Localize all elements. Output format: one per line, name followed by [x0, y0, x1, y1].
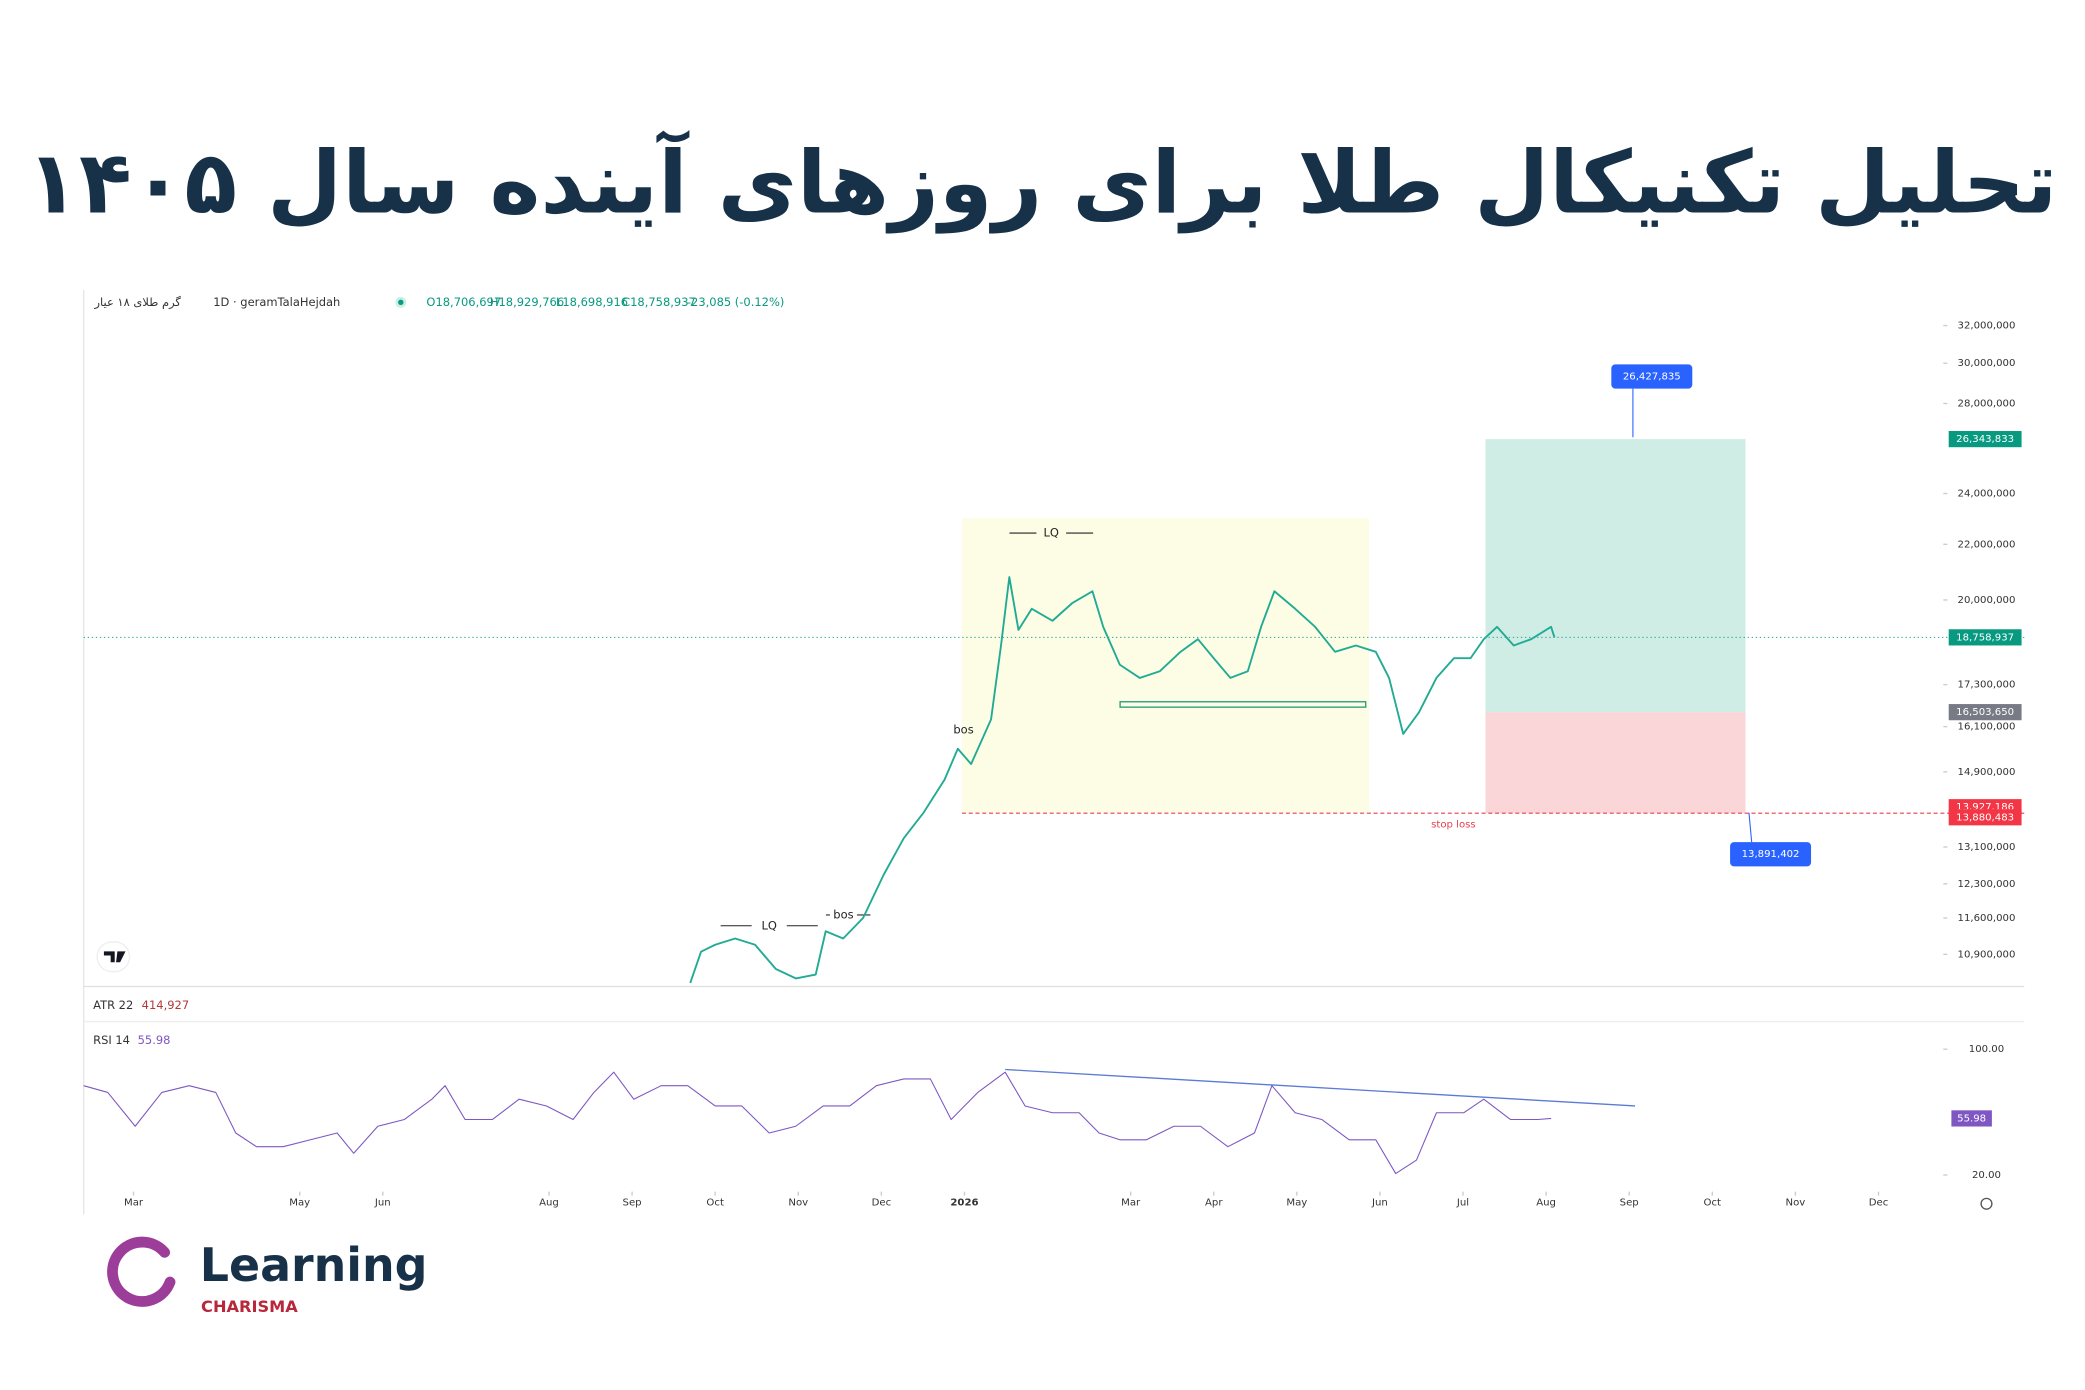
ohlc-text: H18,929,766 — [490, 295, 564, 309]
y-tick-label: 28,000,000 — [1958, 399, 2016, 410]
callout-label: 13,891,402 — [1742, 849, 1800, 860]
settings-icon — [1980, 1197, 1993, 1210]
y-tick-label: 16,100,000 — [1958, 722, 2016, 733]
annotation: bos — [833, 907, 853, 921]
y-tick-label: 11,600,000 — [1958, 913, 2016, 924]
y-tick-label: 13,100,000 — [1958, 842, 2016, 853]
x-tick-label: Mar — [1121, 1197, 1141, 1208]
y-tick-label: 100.00 — [1969, 1044, 2004, 1055]
x-tick-label: Dec — [872, 1197, 892, 1208]
price-line — [689, 576, 1556, 984]
price-tag-label: 13,927,186 — [1956, 802, 2014, 813]
x-tick-label: Aug — [1536, 1197, 1556, 1208]
price-tag — [1948, 431, 2022, 448]
price-tag — [1948, 629, 2022, 646]
callout-box — [1730, 842, 1812, 867]
price-tag-label: 16,503,650 — [1956, 707, 2014, 718]
x-tick-label: Oct — [706, 1197, 724, 1208]
price-tag-label: 26,343,833 — [1956, 434, 2014, 445]
rsi-line — [83, 1071, 1552, 1175]
rsi-legend-value: 55.98 — [138, 1033, 171, 1047]
price-tag-label: 18,758,937 — [1956, 632, 2014, 643]
x-tick-label: Mar — [124, 1197, 144, 1208]
support-box — [1119, 701, 1367, 708]
ohlc-text: -23,085 (-0.12%) — [687, 295, 784, 309]
atr-value: 414,927 — [142, 998, 189, 1012]
y-tick-label: 24,000,000 — [1958, 489, 2016, 500]
callout-label: 26,427,835 — [1623, 372, 1681, 383]
symbol: 1D · geramTalaHejdah — [213, 295, 340, 309]
annotation: bos — [953, 723, 973, 737]
price-tag-label: 13,880,483 — [1956, 812, 2014, 823]
tv-logo-glyph — [103, 951, 126, 963]
ohlc-text: C18,758,937 — [622, 295, 696, 309]
y-tick-label: 22,000,000 — [1958, 539, 2016, 550]
chart-layer: 10,900,000 11,600,000 12,300,000 13,100,000… — [83, 321, 2025, 1208]
y-tick-label: 10,900,000 — [1958, 949, 2016, 960]
background-layer — [961, 439, 1746, 814]
y-tick-label: 20,000,000 — [1958, 595, 2016, 606]
loss-zone — [1485, 712, 1746, 814]
symbol-fa: گرم طلای ۱۸ عیار — [93, 295, 181, 310]
x-tick-label: 2026 — [950, 1197, 978, 1208]
x-tick-label: Oct — [1704, 1197, 1722, 1208]
price-tag — [1948, 704, 2022, 721]
y-tick-label: 12,300,000 — [1958, 879, 2016, 890]
x-tick-label: Sep — [623, 1197, 642, 1208]
logo-sub: CHARISMA — [201, 1297, 298, 1316]
y-tick-label: 30,000,000 — [1958, 358, 2016, 369]
page-title: تحلیل تکنیکال طلا برای روزهای آینده سال … — [26, 129, 2057, 233]
profit-zone — [1485, 439, 1746, 713]
annotation: LQ — [762, 918, 777, 932]
ohlc-text: L18,698,916 — [556, 295, 628, 309]
x-tick-label: Sep — [1620, 1197, 1639, 1208]
x-tick-label: Dec — [1869, 1197, 1889, 1208]
x-tick-label: May — [289, 1197, 310, 1208]
trendline — [1005, 1068, 1636, 1107]
callout-box — [1611, 364, 1693, 389]
price-tag — [1948, 809, 2022, 826]
y-tick-label: 20.00 — [1972, 1170, 2001, 1181]
rsi-tag — [1951, 1110, 1992, 1127]
y-tick-label: 32,000,000 — [1958, 321, 2016, 332]
rsi-tag-label: 55.98 — [1957, 1113, 1986, 1124]
x-tick-label: Apr — [1205, 1197, 1223, 1208]
x-tick-label: May — [1286, 1197, 1307, 1208]
x-tick-label: Nov — [1786, 1197, 1806, 1208]
ohlc-text: O18,706,697 — [426, 295, 501, 309]
x-tick-label: Jul — [1456, 1197, 1469, 1208]
logo-arc — [107, 1236, 176, 1307]
annotation: stop loss — [1431, 820, 1476, 831]
ohlc-legend: O18,706,697H18,929,766L18,698,916C18,758… — [426, 295, 784, 309]
x-tick-label: Nov — [788, 1197, 808, 1208]
y-tick-label: 14,900,000 — [1958, 767, 2016, 778]
status-dot — [398, 299, 404, 305]
atr-name: ATR 22 — [93, 998, 133, 1012]
x-tick-label: Jun — [1371, 1197, 1388, 1208]
x-tick-label: Aug — [539, 1197, 559, 1208]
callout-line — [1748, 812, 1753, 843]
annotation: LQ — [1044, 526, 1059, 540]
y-tick-label: 17,300,000 — [1958, 680, 2016, 691]
logo-name: Learning — [200, 1238, 428, 1292]
rsi-name: RSI 14 — [93, 1033, 130, 1047]
x-tick-label: Jun — [374, 1197, 391, 1208]
